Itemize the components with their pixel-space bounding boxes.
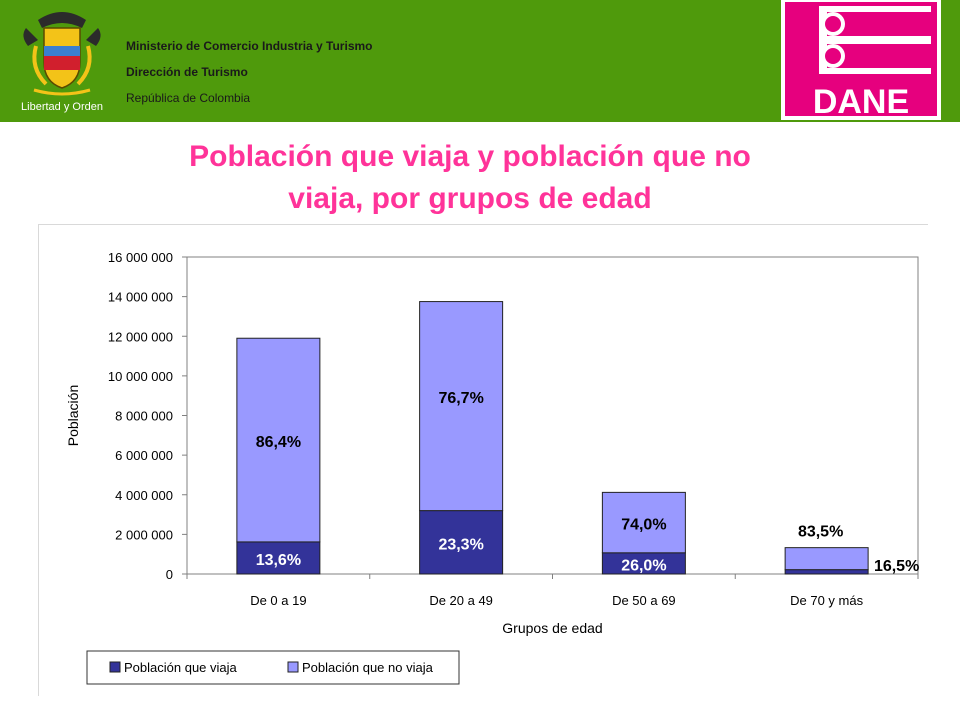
bar-segment xyxy=(419,301,504,512)
legend-box xyxy=(86,650,460,685)
data-label: 86,4% xyxy=(256,434,301,451)
chart-frame-top xyxy=(38,224,928,225)
x-tick-label: De 70 y más xyxy=(790,593,863,608)
title-line-2: viaja, por grupos de edad xyxy=(288,182,652,215)
bar-segment xyxy=(784,569,869,575)
country-name: República de Colombia xyxy=(126,91,251,105)
data-label: 16,5% xyxy=(874,558,919,575)
data-label: 26,0% xyxy=(621,557,666,574)
legend-label: Población que viaja xyxy=(124,660,238,675)
legend-swatch xyxy=(109,661,121,673)
y-tick-label: 14 000 000 xyxy=(108,290,173,305)
bar-segment xyxy=(419,510,504,575)
bar-segment xyxy=(236,337,321,543)
y-tick-label: 10 000 000 xyxy=(108,369,173,384)
y-tick-label: 6 000 000 xyxy=(115,448,173,463)
y-tick-label: 0 xyxy=(166,567,173,582)
x-tick-label: De 50 a 69 xyxy=(612,593,676,608)
data-label: 13,6% xyxy=(256,552,301,569)
y-axis-title: Población xyxy=(65,385,81,447)
bar-segment xyxy=(784,547,869,571)
data-label: 23,3% xyxy=(438,536,483,553)
ministry-info: Ministerio de Comercio Industria y Turis… xyxy=(126,40,373,118)
colombia-coat-of-arms-logo: Libertad y Orden xyxy=(21,12,103,113)
x-tick-label: De 0 a 19 xyxy=(250,593,306,608)
data-label: 76,7% xyxy=(438,390,483,407)
data-label: 83,5% xyxy=(798,524,843,541)
legend-swatch xyxy=(287,661,299,673)
logo-caption: Libertad y Orden xyxy=(21,101,103,113)
dane-logo: DANE xyxy=(781,0,941,120)
y-tick-label: 2 000 000 xyxy=(115,527,173,542)
data-label: 74,0% xyxy=(621,517,666,534)
y-tick-label: 4 000 000 xyxy=(115,488,173,503)
title-line-1: Población que viaja y población que no xyxy=(189,140,751,173)
ministry-name: Ministerio de Comercio Industria y Turis… xyxy=(126,39,373,53)
y-tick-label: 8 000 000 xyxy=(115,409,173,424)
x-tick-label: De 20 a 49 xyxy=(429,593,493,608)
bar-segment xyxy=(601,491,686,554)
legend-label: Población que no viaja xyxy=(302,660,434,675)
y-tick-label: 16 000 000 xyxy=(108,250,173,265)
dane-wordmark: DANE xyxy=(813,83,909,120)
y-tick-label: 12 000 000 xyxy=(108,329,173,344)
directorate-name: Dirección de Turismo xyxy=(126,65,248,79)
x-axis-title: Grupos de edad xyxy=(502,620,602,636)
header-bar: Libertad y Orden Ministerio de Comercio … xyxy=(0,0,960,122)
chart-frame-left xyxy=(38,224,39,696)
page-title: Población que viaja y población que no v… xyxy=(60,136,880,220)
